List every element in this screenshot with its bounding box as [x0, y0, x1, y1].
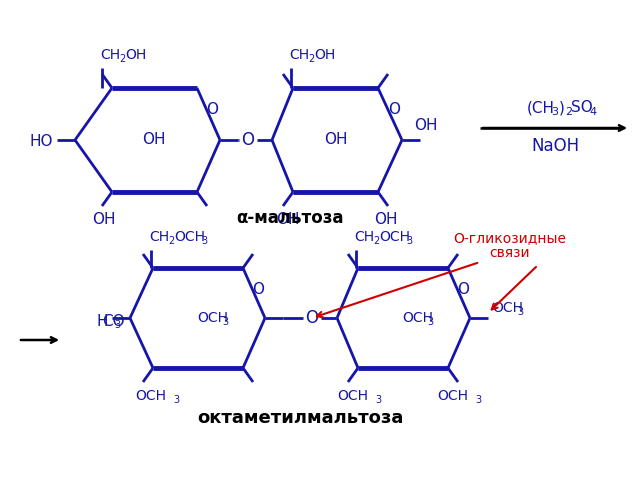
Text: OCH: OCH	[438, 389, 468, 403]
Text: CO: CO	[102, 313, 125, 328]
Text: 3: 3	[551, 107, 558, 117]
Text: OH: OH	[125, 48, 147, 62]
Text: 2: 2	[565, 107, 572, 117]
Text: 2: 2	[168, 236, 174, 246]
Text: OH: OH	[414, 118, 438, 132]
Text: H: H	[97, 313, 108, 328]
Text: OCH: OCH	[337, 389, 369, 403]
Text: O: O	[388, 103, 400, 118]
Text: CH: CH	[289, 48, 309, 62]
Text: OCH: OCH	[402, 311, 433, 325]
Text: OCH: OCH	[379, 230, 410, 244]
Text: O: O	[252, 281, 264, 297]
Text: 3: 3	[517, 307, 523, 317]
Text: 3: 3	[406, 236, 412, 246]
Text: ): )	[559, 100, 565, 116]
Text: SO: SO	[571, 100, 593, 116]
Text: 3: 3	[475, 395, 481, 405]
Text: OH: OH	[92, 213, 116, 228]
Text: α-мальтоза: α-мальтоза	[236, 209, 344, 227]
Text: CH: CH	[100, 48, 120, 62]
Text: 3: 3	[173, 395, 179, 405]
Text: О-гликозидные: О-гликозидные	[454, 231, 566, 245]
Text: 2: 2	[308, 54, 314, 64]
Text: OCH: OCH	[174, 230, 205, 244]
Text: 3: 3	[427, 317, 433, 327]
Text: O: O	[206, 103, 218, 118]
Text: связи: связи	[490, 246, 531, 260]
Text: OH: OH	[324, 132, 348, 147]
Text: 3: 3	[114, 320, 120, 330]
Text: O: O	[241, 131, 255, 149]
Text: 3: 3	[222, 317, 228, 327]
Text: NaOH: NaOH	[531, 137, 579, 155]
Text: O: O	[457, 281, 469, 297]
Text: O: O	[305, 309, 319, 327]
Text: HO: HO	[29, 134, 53, 149]
Text: 4: 4	[589, 107, 596, 117]
Text: (CH: (CH	[527, 100, 555, 116]
Text: OCH: OCH	[197, 311, 228, 325]
Text: CH: CH	[354, 230, 374, 244]
Text: октаметилмальтоза: октаметилмальтоза	[197, 409, 403, 427]
Text: 3: 3	[375, 395, 381, 405]
Text: OH: OH	[142, 132, 166, 147]
Text: OCH: OCH	[136, 389, 166, 403]
Text: OH: OH	[374, 213, 397, 228]
Text: CH: CH	[149, 230, 169, 244]
Text: OCH: OCH	[492, 301, 523, 315]
Text: 3: 3	[201, 236, 207, 246]
Text: OH: OH	[314, 48, 335, 62]
Text: 2: 2	[373, 236, 380, 246]
Text: 2: 2	[119, 54, 125, 64]
Text: OH: OH	[276, 213, 300, 228]
